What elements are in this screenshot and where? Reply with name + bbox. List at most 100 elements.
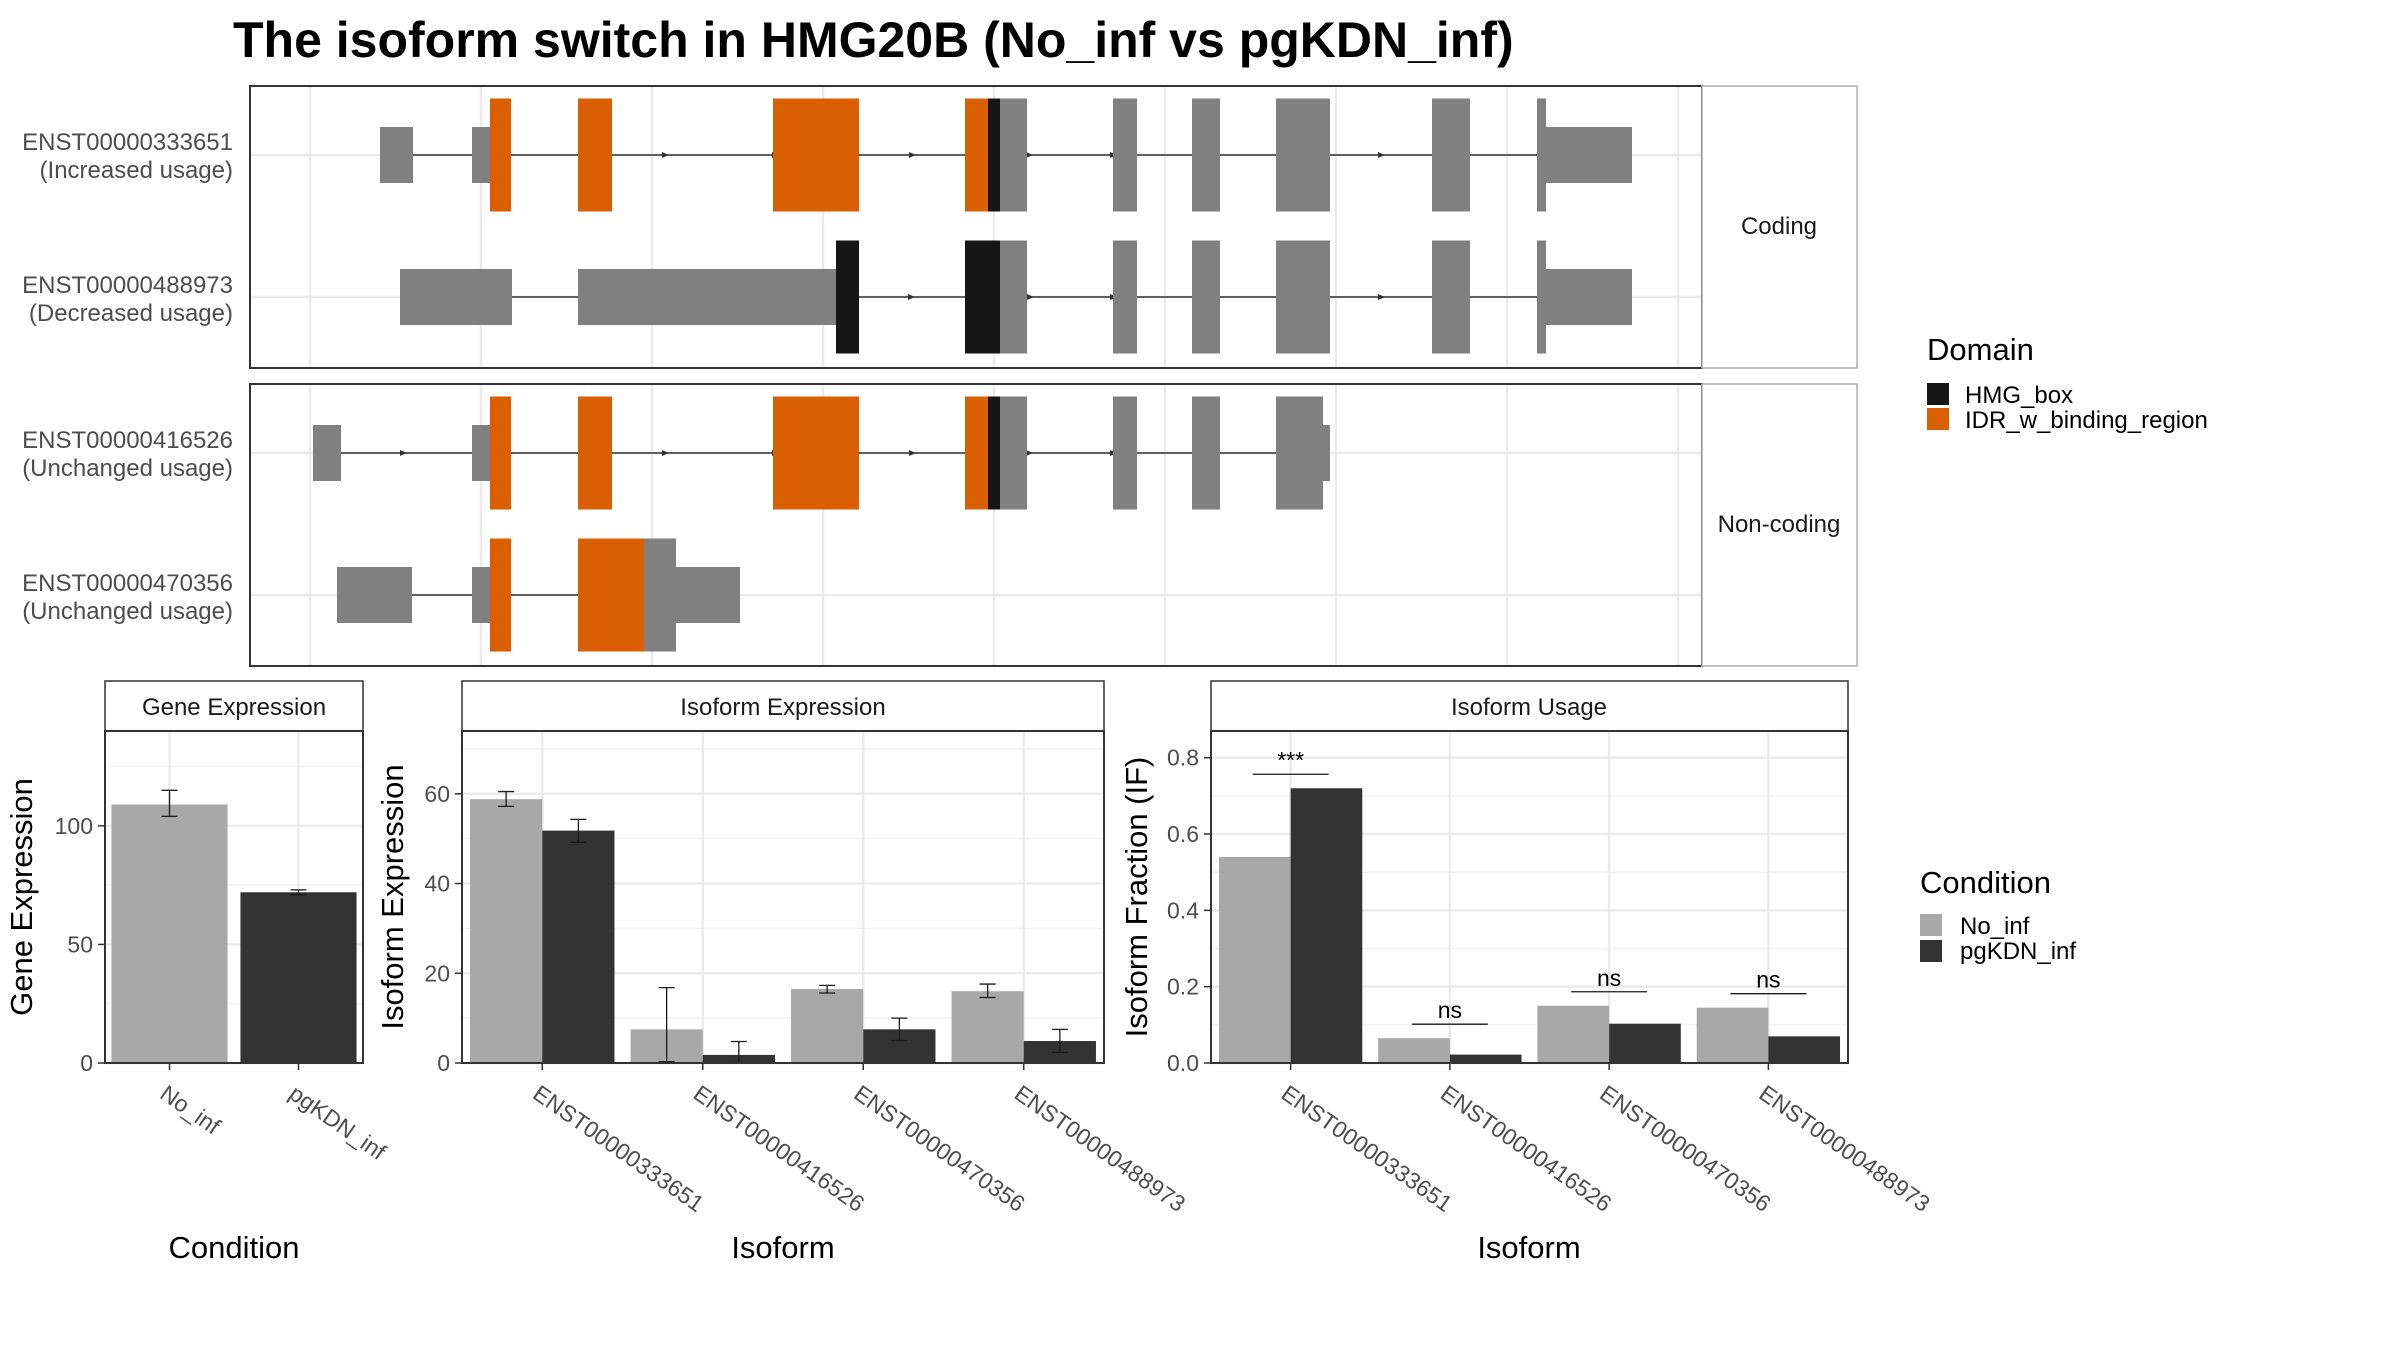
- bar: [1609, 1023, 1681, 1063]
- significance-label: ns: [1756, 967, 1780, 993]
- strand-arrow: [909, 450, 916, 456]
- condition-legend: Condition No_inf pgKDN_inf: [1920, 865, 2076, 965]
- idr-binding-domain: [773, 98, 859, 212]
- x-axis-title: Condition: [169, 1230, 300, 1265]
- transcript-usage-label: (Unchanged usage): [22, 598, 233, 625]
- bar: [542, 830, 615, 1063]
- legend-swatch: [1920, 940, 1942, 962]
- panel-strip-title: Isoform Expression: [680, 694, 885, 721]
- bar: [951, 991, 1024, 1063]
- bar: [111, 804, 228, 1063]
- significance-label: ns: [1597, 965, 1621, 991]
- y-axis-title: Gene Expression: [4, 778, 39, 1016]
- strand-arrow: [1378, 152, 1385, 158]
- transcript-id-label: ENST00000333651: [22, 129, 233, 156]
- legend-swatch: [1920, 914, 1942, 936]
- coding-exon: [1276, 98, 1330, 212]
- coding-exon: [1432, 240, 1470, 354]
- strand-arrow: [908, 294, 915, 300]
- y-tick-label: 0.0: [1167, 1050, 1199, 1076]
- x-axis-title: Isoform: [731, 1230, 834, 1265]
- significance-label: ***: [1277, 747, 1304, 773]
- coding-exon: [1113, 240, 1137, 354]
- strand-arrow: [400, 450, 407, 456]
- transcript-track: [380, 98, 1632, 212]
- bar: [470, 799, 543, 1063]
- transcript-id-label: ENST00000488973: [22, 272, 233, 299]
- y-tick-label: 0.6: [1167, 821, 1199, 847]
- legend-label: pgKDN_inf: [1960, 938, 2076, 965]
- y-tick-label: 40: [424, 871, 450, 897]
- legend-label: IDR_w_binding_region: [1965, 407, 2208, 434]
- idr-binding-domain: [578, 98, 612, 212]
- strand-arrow: [662, 152, 669, 158]
- coding-exon: [1276, 396, 1323, 510]
- y-tick-label: 0: [437, 1050, 450, 1076]
- idr-binding-domain: [490, 538, 511, 652]
- idr-binding-domain: [490, 98, 511, 212]
- transcript-usage-label: (Unchanged usage): [22, 455, 233, 482]
- utr-exon: [1323, 425, 1330, 481]
- bar: [1768, 1036, 1841, 1063]
- utr-exon: [400, 269, 512, 325]
- transcript-id-label: ENST00000470356: [22, 570, 233, 597]
- legend-label: HMG_box: [1965, 382, 2073, 409]
- bar: [1696, 1007, 1769, 1063]
- transcript-track: [313, 396, 1330, 510]
- idr-binding-domain: [773, 396, 859, 510]
- facet-strip: [1701, 85, 1858, 369]
- bar: [1218, 856, 1291, 1063]
- coding-exon: [1192, 240, 1220, 354]
- hmg-box-domain: [965, 240, 1000, 354]
- panel-border: [104, 730, 364, 1064]
- strand-arrow: [662, 450, 669, 456]
- y-tick-label: 100: [55, 813, 93, 839]
- hmg-box-domain: [988, 396, 1000, 510]
- y-tick-label: 0.8: [1167, 745, 1199, 771]
- utr-exon: [313, 425, 341, 481]
- utr-exon: [676, 567, 740, 623]
- x-tick-label: ENST00000416526: [1436, 1080, 1616, 1217]
- facet-label: Non-coding: [1718, 511, 1841, 538]
- legend-swatch: [1927, 408, 1949, 430]
- utr-exon: [472, 425, 490, 481]
- coding-exon: [1276, 240, 1330, 354]
- coding-exon: [1432, 98, 1470, 212]
- bar: [1378, 1038, 1450, 1063]
- strand-arrow: [1378, 294, 1385, 300]
- domain-legend: Domain HMG_box IDR_w_binding_region: [1927, 332, 2208, 434]
- x-tick-label: ENST00000333651: [1277, 1080, 1457, 1217]
- isoform-expression-plot: 0204060ENST00000333651ENST00000416526ENS…: [424, 731, 1190, 1217]
- panel-strip-title: Gene Expression: [142, 694, 326, 721]
- y-tick-label: 0.2: [1167, 974, 1199, 1000]
- coding-exon: [1113, 396, 1137, 510]
- structure-panel-coding: Coding: [249, 85, 1858, 369]
- coding-exon: [1000, 98, 1027, 212]
- y-tick-label: 50: [67, 931, 93, 957]
- x-tick-label: ENST00000470356: [849, 1080, 1029, 1217]
- strand-arrow: [1026, 152, 1033, 158]
- panel-strip: [461, 680, 1105, 732]
- utr-exon: [1546, 127, 1632, 183]
- idr-binding-domain: [490, 396, 511, 510]
- transcript-track: [337, 538, 740, 652]
- bar: [1537, 1005, 1610, 1063]
- idr-binding-domain: [578, 538, 644, 652]
- x-tick-label: ENST00000416526: [689, 1080, 869, 1217]
- facet-label: Coding: [1741, 213, 1817, 240]
- gene-expression-panel: Gene Expression 0 50 100 No_inf pgKDN_inf Co…: [4, 680, 391, 1265]
- y-tick-label: 0.4: [1167, 897, 1199, 923]
- coding-exon: [1192, 396, 1220, 510]
- coding-exon: [1113, 98, 1137, 212]
- transcript-usage-label: (Decreased usage): [29, 300, 233, 327]
- hmg-box-domain: [836, 240, 859, 354]
- legend-title: Domain: [1927, 332, 2034, 367]
- structure-panel-noncoding: Non-coding: [249, 383, 1858, 667]
- panel-border: [1210, 730, 1849, 1064]
- idr-binding-domain: [965, 396, 988, 510]
- utr-exon: [472, 567, 490, 623]
- panel-strip: [104, 680, 364, 732]
- coding-exon: [1537, 98, 1546, 212]
- x-tick-label: ENST00000488973: [1010, 1080, 1190, 1217]
